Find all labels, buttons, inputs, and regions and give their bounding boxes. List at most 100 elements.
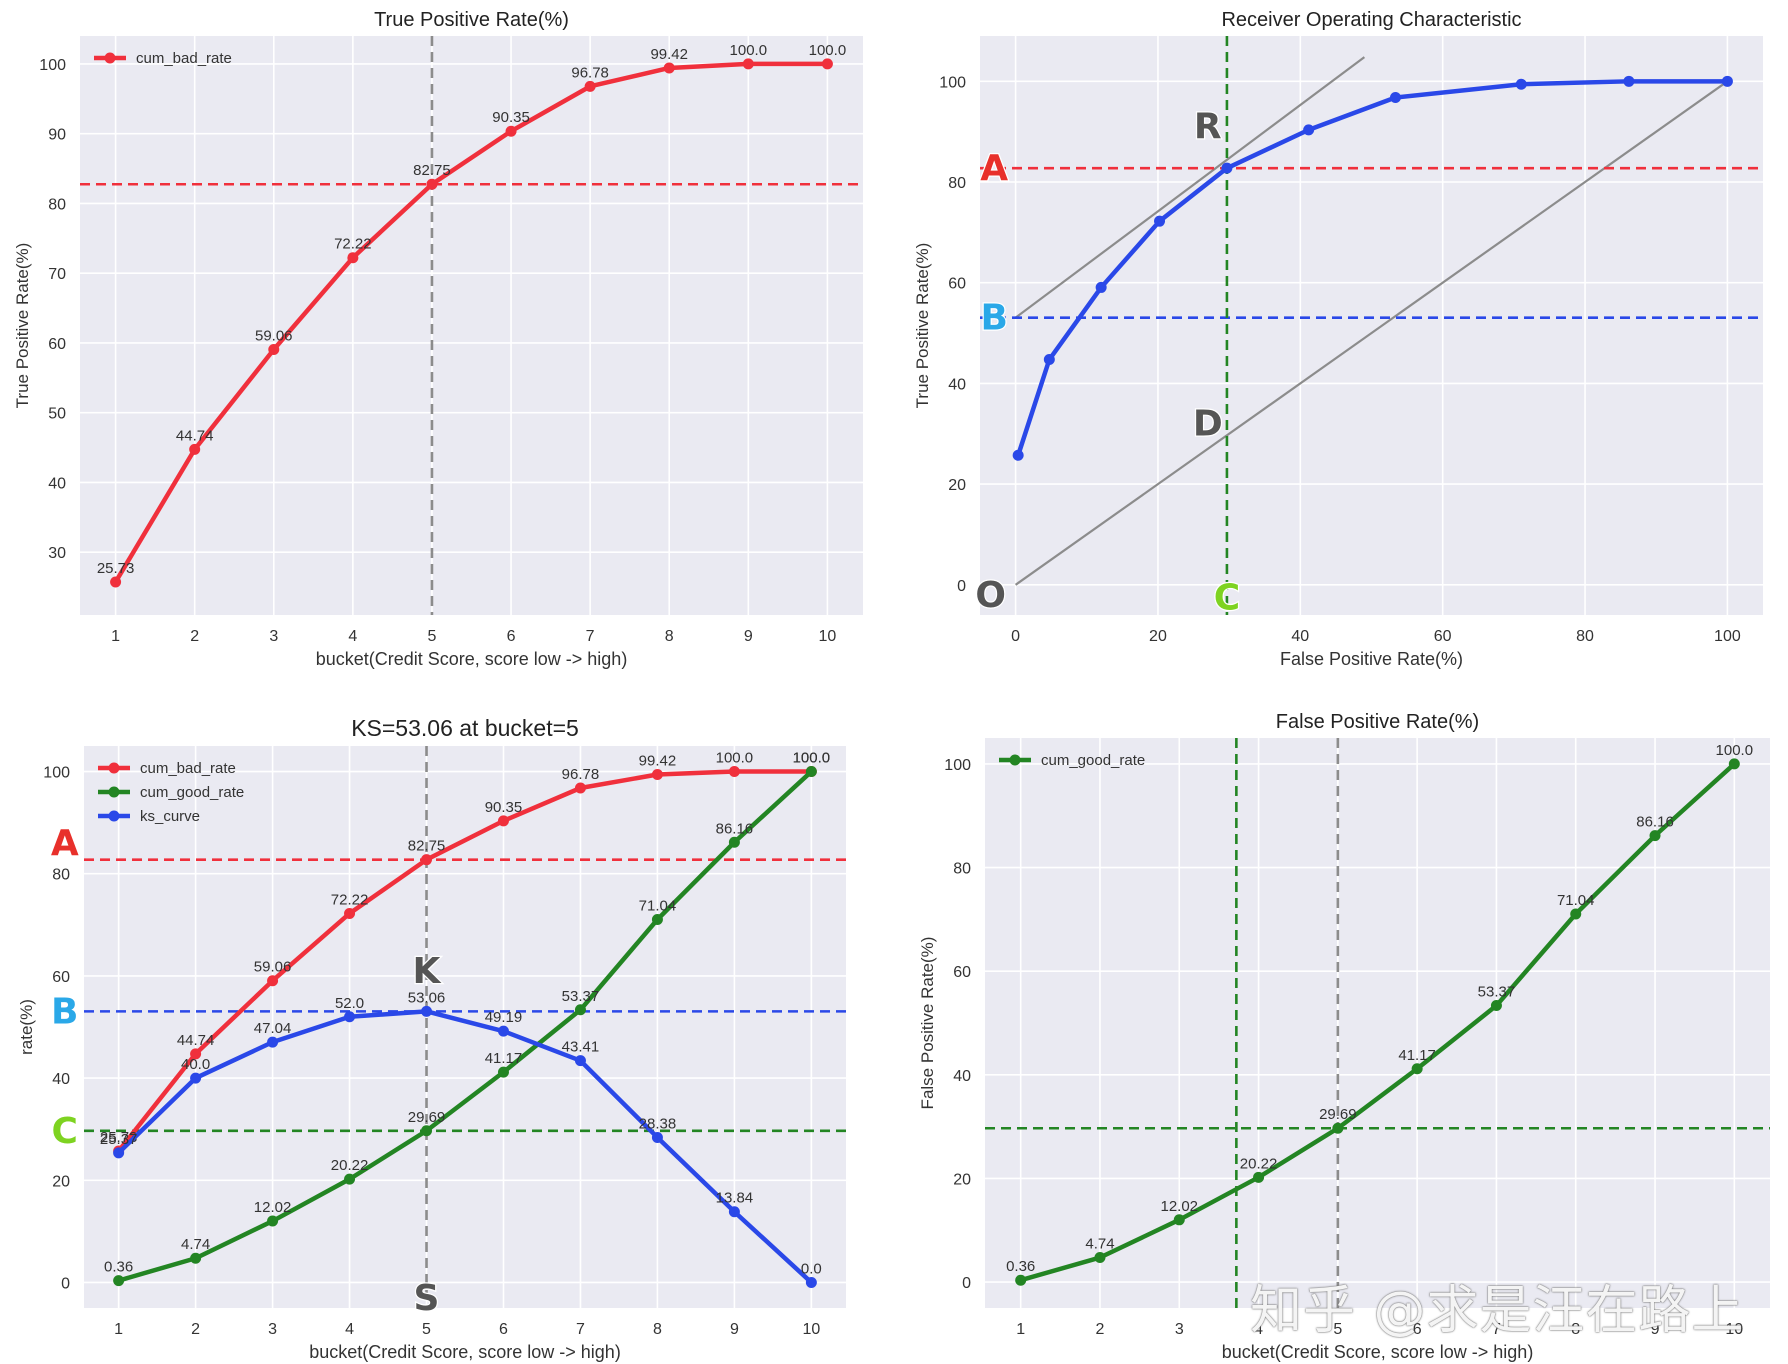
x-tick-label: 4 bbox=[348, 628, 357, 645]
y-tick-label: 80 bbox=[52, 867, 70, 884]
chart-title: False Positive Rate(%) bbox=[1276, 711, 1479, 733]
data-label: 82.75 bbox=[413, 162, 451, 179]
chart-title: Receiver Operating Characteristic bbox=[1221, 9, 1521, 31]
x-tick-label: 2 bbox=[190, 628, 199, 645]
legend-marker bbox=[108, 786, 120, 798]
data-point bbox=[1221, 162, 1233, 174]
data-label: 12.02 bbox=[254, 1199, 292, 1216]
y-tick-label: 100 bbox=[43, 765, 70, 782]
y-tick-label: 80 bbox=[953, 861, 971, 878]
data-point bbox=[574, 1055, 586, 1067]
data-label: 100.0 bbox=[809, 42, 847, 59]
data-point bbox=[1332, 1122, 1344, 1134]
y-tick-label: 0 bbox=[962, 1275, 971, 1292]
y-tick-label: 40 bbox=[948, 376, 966, 393]
annotation-letter: D bbox=[1193, 404, 1223, 445]
x-tick-label: 9 bbox=[1651, 1321, 1660, 1338]
data-point bbox=[1649, 830, 1661, 842]
data-label: 59.06 bbox=[254, 959, 292, 976]
y-tick-label: 70 bbox=[48, 266, 66, 283]
y-axis-label: False Positive Rate(%) bbox=[918, 937, 937, 1110]
x-tick-label: 80 bbox=[1576, 628, 1594, 645]
x-axis-label: bucket(Credit Score, score low -> high) bbox=[316, 649, 628, 669]
data-point bbox=[421, 1125, 433, 1137]
data-label: 59.06 bbox=[255, 327, 293, 344]
data-label: 4.74 bbox=[181, 1236, 210, 1253]
data-point bbox=[728, 836, 740, 848]
data-label: 47.04 bbox=[254, 1020, 292, 1037]
x-tick-label: 1 bbox=[114, 1321, 123, 1338]
data-label: 86.16 bbox=[1636, 814, 1674, 831]
data-label: 52.0 bbox=[335, 995, 364, 1012]
data-point bbox=[190, 1072, 202, 1084]
x-tick-label: 20 bbox=[1149, 628, 1167, 645]
data-label: 0.0 bbox=[801, 1260, 822, 1277]
x-tick-label: 10 bbox=[1725, 1321, 1743, 1338]
data-label: 0.36 bbox=[104, 1259, 133, 1276]
data-point bbox=[1043, 354, 1055, 366]
data-point bbox=[1490, 1000, 1502, 1012]
x-tick-label: 8 bbox=[1571, 1321, 1580, 1338]
data-label: 71.04 bbox=[639, 898, 677, 915]
data-point bbox=[1173, 1214, 1185, 1226]
data-label: 53.37 bbox=[562, 988, 600, 1005]
x-tick-label: 2 bbox=[1096, 1321, 1105, 1338]
data-point bbox=[663, 62, 675, 74]
data-point bbox=[1303, 124, 1315, 136]
y-tick-label: 100 bbox=[944, 757, 971, 774]
y-axis-label: True Positive Rate(%) bbox=[13, 243, 32, 409]
annotation-letter: A bbox=[980, 148, 1008, 189]
x-tick-label: 2 bbox=[191, 1321, 200, 1338]
data-point bbox=[651, 914, 663, 926]
legend-marker bbox=[104, 52, 116, 64]
data-point bbox=[1094, 1252, 1106, 1264]
data-label: 53.37 bbox=[1478, 984, 1516, 1001]
series-line-cum_bad_rate bbox=[116, 769, 812, 1153]
data-label: 90.35 bbox=[492, 109, 530, 126]
x-axis-label: False Positive Rate(%) bbox=[1280, 649, 1463, 669]
data-label: 13.84 bbox=[716, 1190, 754, 1207]
watermark-text: 知乎 @求是汪在路上 bbox=[1250, 1281, 1745, 1341]
x-tick-label: 7 bbox=[576, 1321, 585, 1338]
data-point bbox=[1728, 758, 1740, 770]
data-point bbox=[574, 1004, 586, 1016]
data-label: 20.22 bbox=[331, 1157, 369, 1174]
y-tick-label: 80 bbox=[48, 196, 66, 213]
data-point bbox=[189, 443, 201, 455]
data-label: 53.06 bbox=[408, 989, 446, 1006]
y-tick-label: 80 bbox=[948, 175, 966, 192]
data-point bbox=[267, 975, 279, 987]
data-label: 43.41 bbox=[562, 1039, 600, 1056]
data-point bbox=[497, 815, 509, 827]
legend-label: cum_bad_rate bbox=[140, 760, 236, 777]
data-label: 72.22 bbox=[334, 236, 372, 253]
series-line-cum_bad_rate bbox=[113, 61, 828, 584]
data-label: 29.69 bbox=[408, 1109, 446, 1126]
annotation-letter: R bbox=[1194, 107, 1222, 148]
data-point bbox=[110, 576, 122, 588]
y-tick-label: 100 bbox=[39, 57, 66, 74]
series-line-cum_good_rate bbox=[118, 769, 813, 1283]
data-point bbox=[268, 343, 280, 355]
data-label: 12.02 bbox=[1160, 1198, 1198, 1215]
x-tick-label: 5 bbox=[1333, 1321, 1342, 1338]
data-point bbox=[805, 1276, 817, 1288]
x-tick-label: 9 bbox=[744, 628, 753, 645]
data-point bbox=[505, 125, 517, 137]
data-point bbox=[1515, 78, 1527, 90]
reference-line bbox=[1014, 80, 1729, 586]
data-point bbox=[190, 1252, 202, 1264]
data-point bbox=[1095, 281, 1107, 293]
data-label: 72.22 bbox=[331, 891, 369, 908]
data-point bbox=[742, 58, 754, 70]
data-point bbox=[497, 1066, 509, 1078]
data-label: 100.0 bbox=[1716, 742, 1754, 759]
y-tick-label: 40 bbox=[48, 475, 66, 492]
data-label: 20.22 bbox=[1240, 1155, 1278, 1172]
x-tick-label: 3 bbox=[268, 1321, 277, 1338]
data-label: 41.17 bbox=[1398, 1047, 1436, 1064]
annotation-letter: C bbox=[52, 1111, 78, 1152]
legend-marker bbox=[1009, 754, 1021, 766]
annotation-letter: S bbox=[414, 1278, 440, 1319]
